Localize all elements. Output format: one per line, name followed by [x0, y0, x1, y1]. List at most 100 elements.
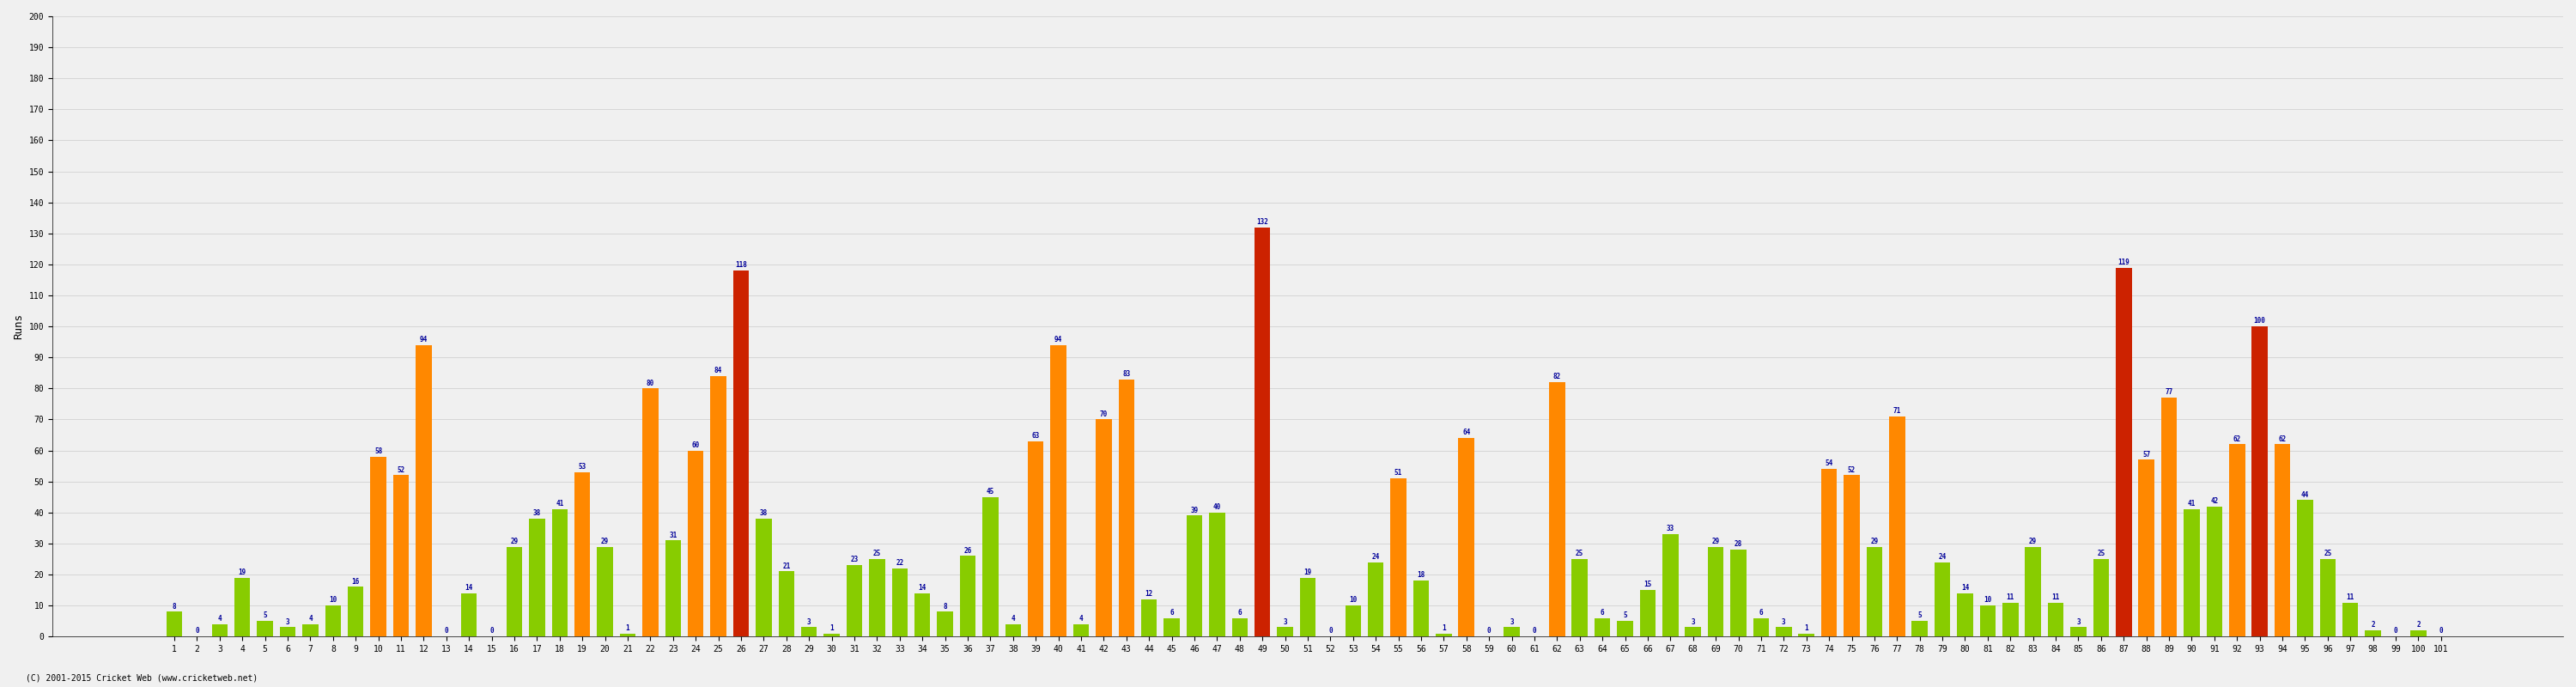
Bar — [1754, 618, 1770, 637]
Text: (C) 2001-2015 Cricket Web (www.cricketweb.net): (C) 2001-2015 Cricket Web (www.cricketwe… — [26, 673, 258, 682]
Text: 16: 16 — [353, 578, 361, 585]
Bar — [688, 451, 703, 637]
Text: 11: 11 — [2347, 593, 2354, 601]
Text: 25: 25 — [873, 550, 881, 557]
Text: 39: 39 — [1190, 506, 1198, 514]
Bar — [1005, 624, 1020, 637]
Text: 1: 1 — [829, 624, 835, 632]
Bar — [325, 605, 340, 637]
Text: 0: 0 — [1486, 627, 1492, 635]
Bar — [1028, 441, 1043, 637]
Text: 26: 26 — [963, 547, 971, 554]
Bar — [938, 611, 953, 637]
Text: 38: 38 — [760, 510, 768, 517]
Bar — [1208, 513, 1226, 637]
Bar — [2048, 602, 2063, 637]
Text: 1: 1 — [626, 624, 629, 632]
Text: 63: 63 — [1033, 432, 1041, 440]
Text: 57: 57 — [2143, 451, 2151, 458]
Bar — [371, 457, 386, 637]
Y-axis label: Runs: Runs — [13, 313, 23, 339]
Text: 0: 0 — [2393, 627, 2398, 635]
Bar — [1595, 618, 1610, 637]
Bar — [574, 472, 590, 637]
Text: 53: 53 — [580, 463, 587, 471]
Bar — [1118, 379, 1133, 637]
Bar — [2411, 631, 2427, 637]
Bar — [1662, 534, 1680, 637]
Text: 19: 19 — [240, 568, 247, 576]
Bar — [1458, 438, 1473, 637]
Bar — [1301, 578, 1316, 637]
Bar — [1255, 227, 1270, 637]
Bar — [1958, 593, 1973, 637]
Text: 33: 33 — [1667, 525, 1674, 532]
Bar — [1051, 345, 1066, 637]
Text: 3: 3 — [806, 618, 811, 626]
Text: 118: 118 — [734, 261, 747, 269]
Text: 6: 6 — [1170, 609, 1175, 616]
Bar — [755, 519, 773, 637]
Bar — [1618, 621, 1633, 637]
Text: 45: 45 — [987, 488, 994, 495]
Bar — [1708, 547, 1723, 637]
Bar — [824, 633, 840, 637]
Text: 3: 3 — [1283, 618, 1288, 626]
Bar — [394, 475, 410, 637]
Text: 14: 14 — [466, 584, 474, 592]
Bar — [1164, 618, 1180, 637]
Bar — [1368, 562, 1383, 637]
Text: 1: 1 — [1803, 624, 1808, 632]
Text: 14: 14 — [1960, 584, 1968, 592]
Text: 24: 24 — [1937, 553, 1947, 561]
Bar — [348, 587, 363, 637]
Bar — [1775, 627, 1793, 637]
Text: 8: 8 — [943, 602, 948, 610]
Bar — [1821, 469, 1837, 637]
Bar — [621, 633, 636, 637]
Bar — [2298, 500, 2313, 637]
Bar — [1074, 624, 1090, 637]
Text: 71: 71 — [1893, 407, 1901, 415]
Text: 3: 3 — [2076, 618, 2081, 626]
Bar — [961, 556, 976, 637]
Text: 8: 8 — [173, 602, 175, 610]
Bar — [1141, 599, 1157, 637]
Text: 0: 0 — [446, 627, 448, 635]
Text: 70: 70 — [1100, 410, 1108, 418]
Bar — [1504, 627, 1520, 637]
Bar — [528, 519, 546, 637]
Text: 11: 11 — [2007, 593, 2014, 601]
Text: 6: 6 — [1236, 609, 1242, 616]
Bar — [551, 510, 567, 637]
Bar — [2251, 326, 2267, 637]
Bar — [1981, 605, 1996, 637]
Text: 3: 3 — [1783, 618, 1785, 626]
Text: 21: 21 — [783, 562, 791, 570]
Text: 0: 0 — [1533, 627, 1535, 635]
Bar — [981, 497, 999, 637]
Bar — [1641, 590, 1656, 637]
Text: 25: 25 — [2324, 550, 2331, 557]
Bar — [2161, 398, 2177, 637]
Text: 14: 14 — [920, 584, 927, 592]
Bar — [2275, 444, 2290, 637]
Text: 82: 82 — [1553, 373, 1561, 381]
Bar — [2025, 547, 2040, 637]
Text: 29: 29 — [1870, 537, 1878, 545]
Bar — [1571, 559, 1587, 637]
Bar — [1095, 420, 1113, 637]
Bar — [211, 624, 227, 637]
Bar — [1935, 562, 1950, 637]
Bar — [301, 624, 319, 637]
Text: 28: 28 — [1734, 541, 1741, 548]
Text: 25: 25 — [1577, 550, 1584, 557]
Text: 42: 42 — [2210, 497, 2218, 505]
Bar — [734, 271, 750, 637]
Bar — [1548, 382, 1566, 637]
Bar — [167, 611, 183, 637]
Text: 4: 4 — [309, 615, 312, 622]
Bar — [665, 541, 680, 637]
Bar — [2184, 510, 2200, 637]
Text: 38: 38 — [533, 510, 541, 517]
